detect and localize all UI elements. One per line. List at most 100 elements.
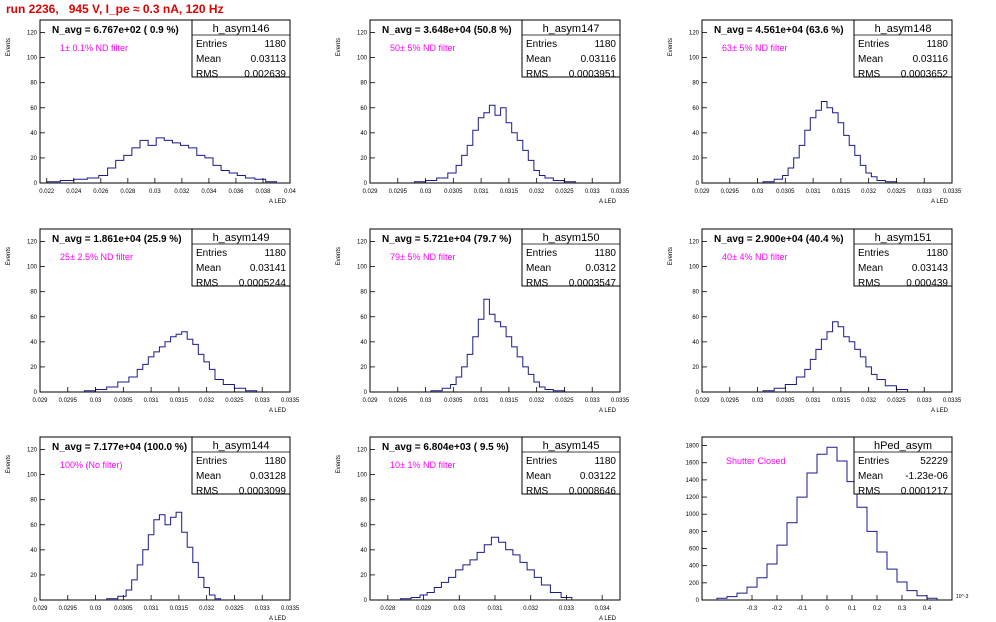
x-tick-label: 0.032 bbox=[861, 189, 877, 195]
y-tick-label: 20 bbox=[30, 365, 37, 371]
x-tick-label: 0.0295 bbox=[59, 398, 78, 404]
stats-title: h_asym148 bbox=[875, 23, 932, 35]
y-tick-label: 40 bbox=[30, 548, 37, 554]
x-tick-label: 0.031 bbox=[144, 398, 160, 404]
y-tick-label: 120 bbox=[357, 31, 368, 37]
x-tick-label: 0.026 bbox=[93, 189, 109, 195]
x-axis-unit: 10^-3 bbox=[956, 594, 969, 600]
histogram-line bbox=[716, 446, 938, 600]
x-tick-label: 0.032 bbox=[523, 606, 539, 612]
y-tick-label: 120 bbox=[357, 448, 368, 454]
y-tick-label: 60 bbox=[360, 106, 367, 112]
stats-label: Mean bbox=[858, 471, 883, 482]
y-tick-label: 60 bbox=[692, 106, 699, 112]
y-tick-label: 0 bbox=[34, 181, 38, 187]
y-tick-label: 80 bbox=[692, 290, 699, 296]
y-tick-label: 0 bbox=[364, 181, 368, 187]
stats-label: Mean bbox=[196, 54, 221, 65]
y-tick-label: 120 bbox=[357, 240, 368, 246]
x-tick-label: 0.033 bbox=[585, 189, 601, 195]
x-tick-label: 0.0295 bbox=[389, 398, 408, 404]
y-tick-label: 120 bbox=[27, 31, 38, 37]
stats-title: h_asym151 bbox=[875, 232, 932, 244]
histogram-panel-h_asym147: 0.029 0.0295 0.03 0.0305 0.031 0.0315 0.032 0.0… bbox=[336, 19, 630, 205]
plot-frame bbox=[369, 228, 621, 393]
y-tick-label: 40 bbox=[360, 131, 367, 137]
filter-annotation: 1± 0.1% ND filter bbox=[60, 43, 128, 53]
x-tick-label: 0.029 bbox=[362, 398, 378, 404]
x-tick-label: 0.033 bbox=[917, 189, 933, 195]
navg-text: N_avg = 5.721e+04 (79.7 %) bbox=[382, 234, 512, 245]
y-tick-label: 100 bbox=[27, 265, 38, 271]
y-tick-label: 0 bbox=[34, 390, 38, 396]
histogram-panel-h_asym145: 0.028 0.029 0.03 0.031 0.032 0.033 0.034 0 20 40 6… bbox=[336, 436, 621, 622]
y-axis-label: Events bbox=[336, 455, 342, 473]
histogram-panel-h_asym151: 0.029 0.0295 0.03 0.0305 0.031 0.0315 0.032 0.0… bbox=[668, 228, 962, 414]
stats-title: h_asym146 bbox=[213, 23, 270, 35]
stats-value: 0.0003099 bbox=[239, 486, 287, 497]
stats-title: h_asym150 bbox=[543, 232, 600, 244]
plot-frame bbox=[39, 19, 291, 184]
y-tick-label: 20 bbox=[692, 365, 699, 371]
y-tick-label: 1400 bbox=[686, 478, 700, 484]
x-tick-label: 0.032 bbox=[174, 189, 190, 195]
x-tick-label: 0.0325 bbox=[555, 189, 574, 195]
stats-value: 0.03141 bbox=[250, 263, 287, 274]
navg-text: N_avg = 3.648e+04 (50.8 %) bbox=[382, 25, 512, 36]
stats-value: 1180 bbox=[594, 248, 616, 259]
stats-value: 0.03143 bbox=[912, 263, 949, 274]
x-tick-label: 0.029 bbox=[416, 606, 432, 612]
x-tick-label: 0.0315 bbox=[170, 398, 189, 404]
y-tick-label: 100 bbox=[27, 56, 38, 62]
x-tick-label: 0.031 bbox=[474, 398, 490, 404]
x-tick-label: 0.0305 bbox=[776, 398, 795, 404]
x-tick-label: -0.3 bbox=[747, 606, 758, 612]
x-tick-label: 0.03 bbox=[90, 398, 102, 404]
y-axis-label: Events bbox=[336, 247, 342, 265]
y-tick-label: 40 bbox=[692, 340, 699, 346]
stats-value: 0.0003951 bbox=[569, 69, 617, 80]
stats-label: Entries bbox=[526, 248, 557, 259]
x-tick-label: 0.032 bbox=[529, 398, 545, 404]
x-tick-label: 0.034 bbox=[595, 606, 611, 612]
stats-label: RMS bbox=[858, 69, 881, 80]
x-tick-label: 0.0315 bbox=[500, 189, 519, 195]
stats-value: 0.002639 bbox=[244, 69, 286, 80]
stats-title: hPed_asym bbox=[874, 440, 932, 452]
x-tick-label: 0.03 bbox=[90, 606, 102, 612]
y-tick-label: 100 bbox=[357, 56, 368, 62]
x-tick-label: 0.024 bbox=[66, 189, 82, 195]
stats-value: 52229 bbox=[920, 456, 948, 467]
stats-label: Mean bbox=[858, 263, 883, 274]
y-tick-label: 80 bbox=[692, 81, 699, 87]
x-tick-label: 0.029 bbox=[694, 398, 710, 404]
histogram-line bbox=[46, 137, 277, 183]
stats-label: RMS bbox=[526, 486, 549, 497]
x-tick-label: 0.029 bbox=[694, 189, 710, 195]
y-tick-label: 40 bbox=[30, 340, 37, 346]
y-tick-label: 20 bbox=[692, 156, 699, 162]
stats-label: Entries bbox=[196, 248, 227, 259]
x-tick-label: 0.0295 bbox=[721, 189, 740, 195]
x-tick-label: 0.033 bbox=[255, 606, 271, 612]
y-tick-label: 40 bbox=[692, 131, 699, 137]
y-tick-label: 60 bbox=[692, 315, 699, 321]
x-tick-label: 0.03 bbox=[752, 189, 764, 195]
y-tick-label: 40 bbox=[360, 548, 367, 554]
histogram-line bbox=[399, 536, 573, 600]
stats-title: h_asym144 bbox=[213, 440, 270, 452]
histogram-line bbox=[413, 104, 577, 183]
x-axis-label: A LED bbox=[269, 616, 287, 622]
x-tick-label: 0.0295 bbox=[389, 189, 408, 195]
y-tick-label: 0 bbox=[696, 181, 700, 187]
y-tick-label: 120 bbox=[689, 240, 700, 246]
stats-value: 1180 bbox=[594, 39, 616, 50]
x-tick-label: 0.033 bbox=[559, 606, 575, 612]
stats-value: 1180 bbox=[264, 456, 286, 467]
y-tick-label: 80 bbox=[360, 81, 367, 87]
y-tick-label: 80 bbox=[360, 290, 367, 296]
stats-title: h_asym149 bbox=[213, 232, 270, 244]
x-tick-label: 0.0305 bbox=[776, 189, 795, 195]
stats-box bbox=[521, 228, 621, 287]
